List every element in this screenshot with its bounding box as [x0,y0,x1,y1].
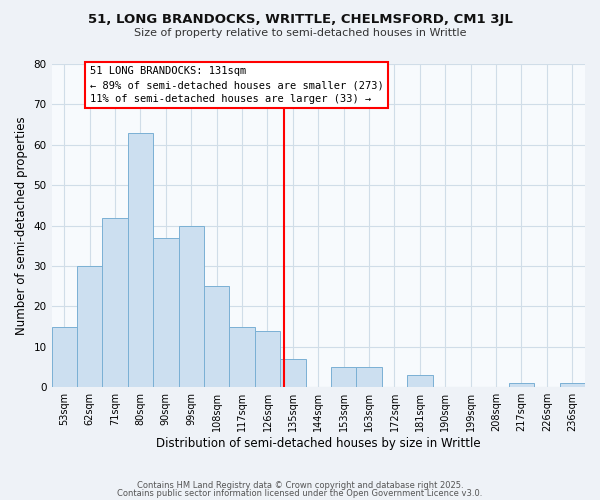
Y-axis label: Number of semi-detached properties: Number of semi-detached properties [15,116,28,335]
Bar [179,226,204,387]
Bar [204,286,229,387]
Bar [509,383,534,387]
Bar [255,330,280,387]
Text: Contains HM Land Registry data © Crown copyright and database right 2025.: Contains HM Land Registry data © Crown c… [137,481,463,490]
Bar [560,383,585,387]
Bar [407,375,433,387]
Text: 51, LONG BRANDOCKS, WRITTLE, CHELMSFORD, CM1 3JL: 51, LONG BRANDOCKS, WRITTLE, CHELMSFORD,… [88,12,512,26]
Bar [103,218,128,387]
Bar [356,367,382,387]
Text: Size of property relative to semi-detached houses in Writtle: Size of property relative to semi-detach… [134,28,466,38]
Bar [77,266,103,387]
Text: 51 LONG BRANDOCKS: 131sqm
← 89% of semi-detached houses are smaller (273)
11% of: 51 LONG BRANDOCKS: 131sqm ← 89% of semi-… [89,66,383,104]
Bar [52,326,77,387]
X-axis label: Distribution of semi-detached houses by size in Writtle: Distribution of semi-detached houses by … [156,437,481,450]
Bar [280,359,305,387]
Text: Contains public sector information licensed under the Open Government Licence v3: Contains public sector information licen… [118,489,482,498]
Bar [229,326,255,387]
Bar [331,367,356,387]
Bar [153,238,179,387]
Bar [128,132,153,387]
